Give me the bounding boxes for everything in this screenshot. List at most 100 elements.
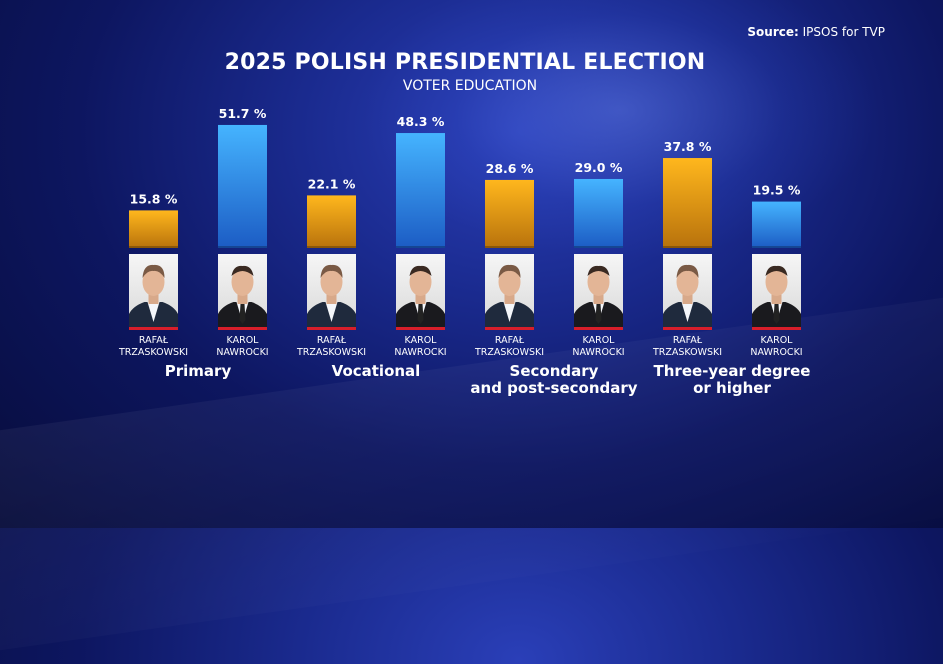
bar-chart: 15.8 % 51.7 % 22.1 % 48.3 % 28.6 % 29.0 % 37.8… [129,106,801,330]
bar-base-shade [574,246,623,248]
candidate-name: KAROL NAWROCKI [198,335,288,359]
hair [498,264,521,278]
candidate-name: RAFAŁ TRZASKOWSKI [465,335,555,359]
source-text: IPSOS for TVP [802,25,885,39]
data-label: 51.7 % [219,106,267,121]
candidate-photo [129,254,178,330]
candidate-underline [663,327,712,330]
neck [415,292,426,304]
data-label: 48.3 % [397,114,445,129]
face [765,268,788,296]
data-label: 19.5 % [753,183,801,198]
candidate-name: RAFAŁ TRZASKOWSKI [643,335,733,359]
bar-trzaskowski-3 [485,179,534,248]
category-label: Vocational [276,363,476,380]
category-label: Three-year degree or higher [632,363,832,397]
face [498,268,521,296]
candidate-photo [752,254,801,330]
candidate-name: RAFAŁ TRZASKOWSKI [287,335,377,359]
candidate-underline [485,327,534,330]
category-label: Secondary and post-secondary [454,363,654,397]
candidate-underline [218,327,267,330]
bar-trzaskowski-1 [129,210,178,248]
candidate-underline [574,327,623,330]
hair [409,265,432,276]
category-label-line: Three-year degree [653,362,811,380]
face [676,268,699,296]
candidate-underline [307,327,356,330]
candidate-photo [307,254,356,330]
candidate-underline [752,327,801,330]
category-label-line: or higher [693,379,771,397]
shirt [147,302,160,322]
face [587,268,610,296]
neck [682,292,693,304]
neck [593,292,604,304]
candidate-underline [396,327,445,330]
category-label-line: Primary [164,362,232,380]
candidate-name-line: NAWROCKI [394,347,447,358]
candidate-name-line: RAFAŁ [316,335,347,346]
data-label: 37.8 % [664,139,712,154]
category-label: Primary [98,363,298,380]
bar-nawrocki-4 [752,201,801,248]
candidate-name: RAFAŁ TRZASKOWSKI [109,335,199,359]
candidate-name-line: RAFAŁ [672,335,703,346]
data-label: 28.6 % [486,161,534,176]
candidate-name-line: RAFAŁ [138,335,169,346]
hair [142,264,165,278]
bar-trzaskowski-2 [307,195,356,248]
neck [326,292,337,304]
bar-base-shade [752,246,801,248]
bar-nawrocki-2 [396,133,445,248]
neck [237,292,248,304]
candidate-name-line: KAROL [226,335,259,346]
candidate-name-line: RAFAŁ [494,335,525,346]
candidate-name-line: TRZASKOWSKI [474,347,545,358]
bar-nawrocki-1 [218,124,267,248]
candidate-photo [396,254,445,330]
candidate-name: KAROL NAWROCKI [554,335,644,359]
tie [595,304,602,324]
data-label: 29.0 % [575,160,623,175]
hair [587,265,610,276]
hair [320,264,343,278]
candidate-name-line: TRZASKOWSKI [652,347,723,358]
hair [765,265,788,276]
bar-base-shade [663,246,712,248]
source-label: Source: [747,25,799,39]
face [142,268,165,296]
candidate-name-line: KAROL [404,335,437,346]
bar-base-shade [396,246,445,248]
candidate-underline [129,327,178,330]
candidate-name-line: KAROL [760,335,793,346]
neck [771,292,782,304]
chart-title: 2025 POLISH PRESIDENTIAL ELECTION [224,50,706,75]
bar-base-shade [218,246,267,248]
face [409,268,432,296]
candidate-name-line: NAWROCKI [750,347,803,358]
neck [148,292,159,304]
candidate-name-line: TRZASKOWSKI [296,347,367,358]
candidate-name-line: KAROL [582,335,615,346]
shirt [325,302,338,322]
tie [239,304,246,324]
data-label: 15.8 % [130,191,178,206]
candidate-name-line: NAWROCKI [572,347,625,358]
category-label-line: Secondary [509,362,599,380]
category-label-line: Vocational [331,362,421,380]
candidate-photo [218,254,267,330]
shirt [681,302,694,322]
candidate-name: KAROL NAWROCKI [376,335,466,359]
bar-base-shade [485,246,534,248]
face [320,268,343,296]
data-label: 22.1 % [308,176,356,191]
candidate-photo [485,254,534,330]
bar-base-shade [307,246,356,248]
hair [231,265,254,276]
candidate-photo [663,254,712,330]
candidate-name: KAROL NAWROCKI [732,335,822,359]
neck [504,292,515,304]
bar-base-shade [129,246,178,248]
face [231,268,254,296]
